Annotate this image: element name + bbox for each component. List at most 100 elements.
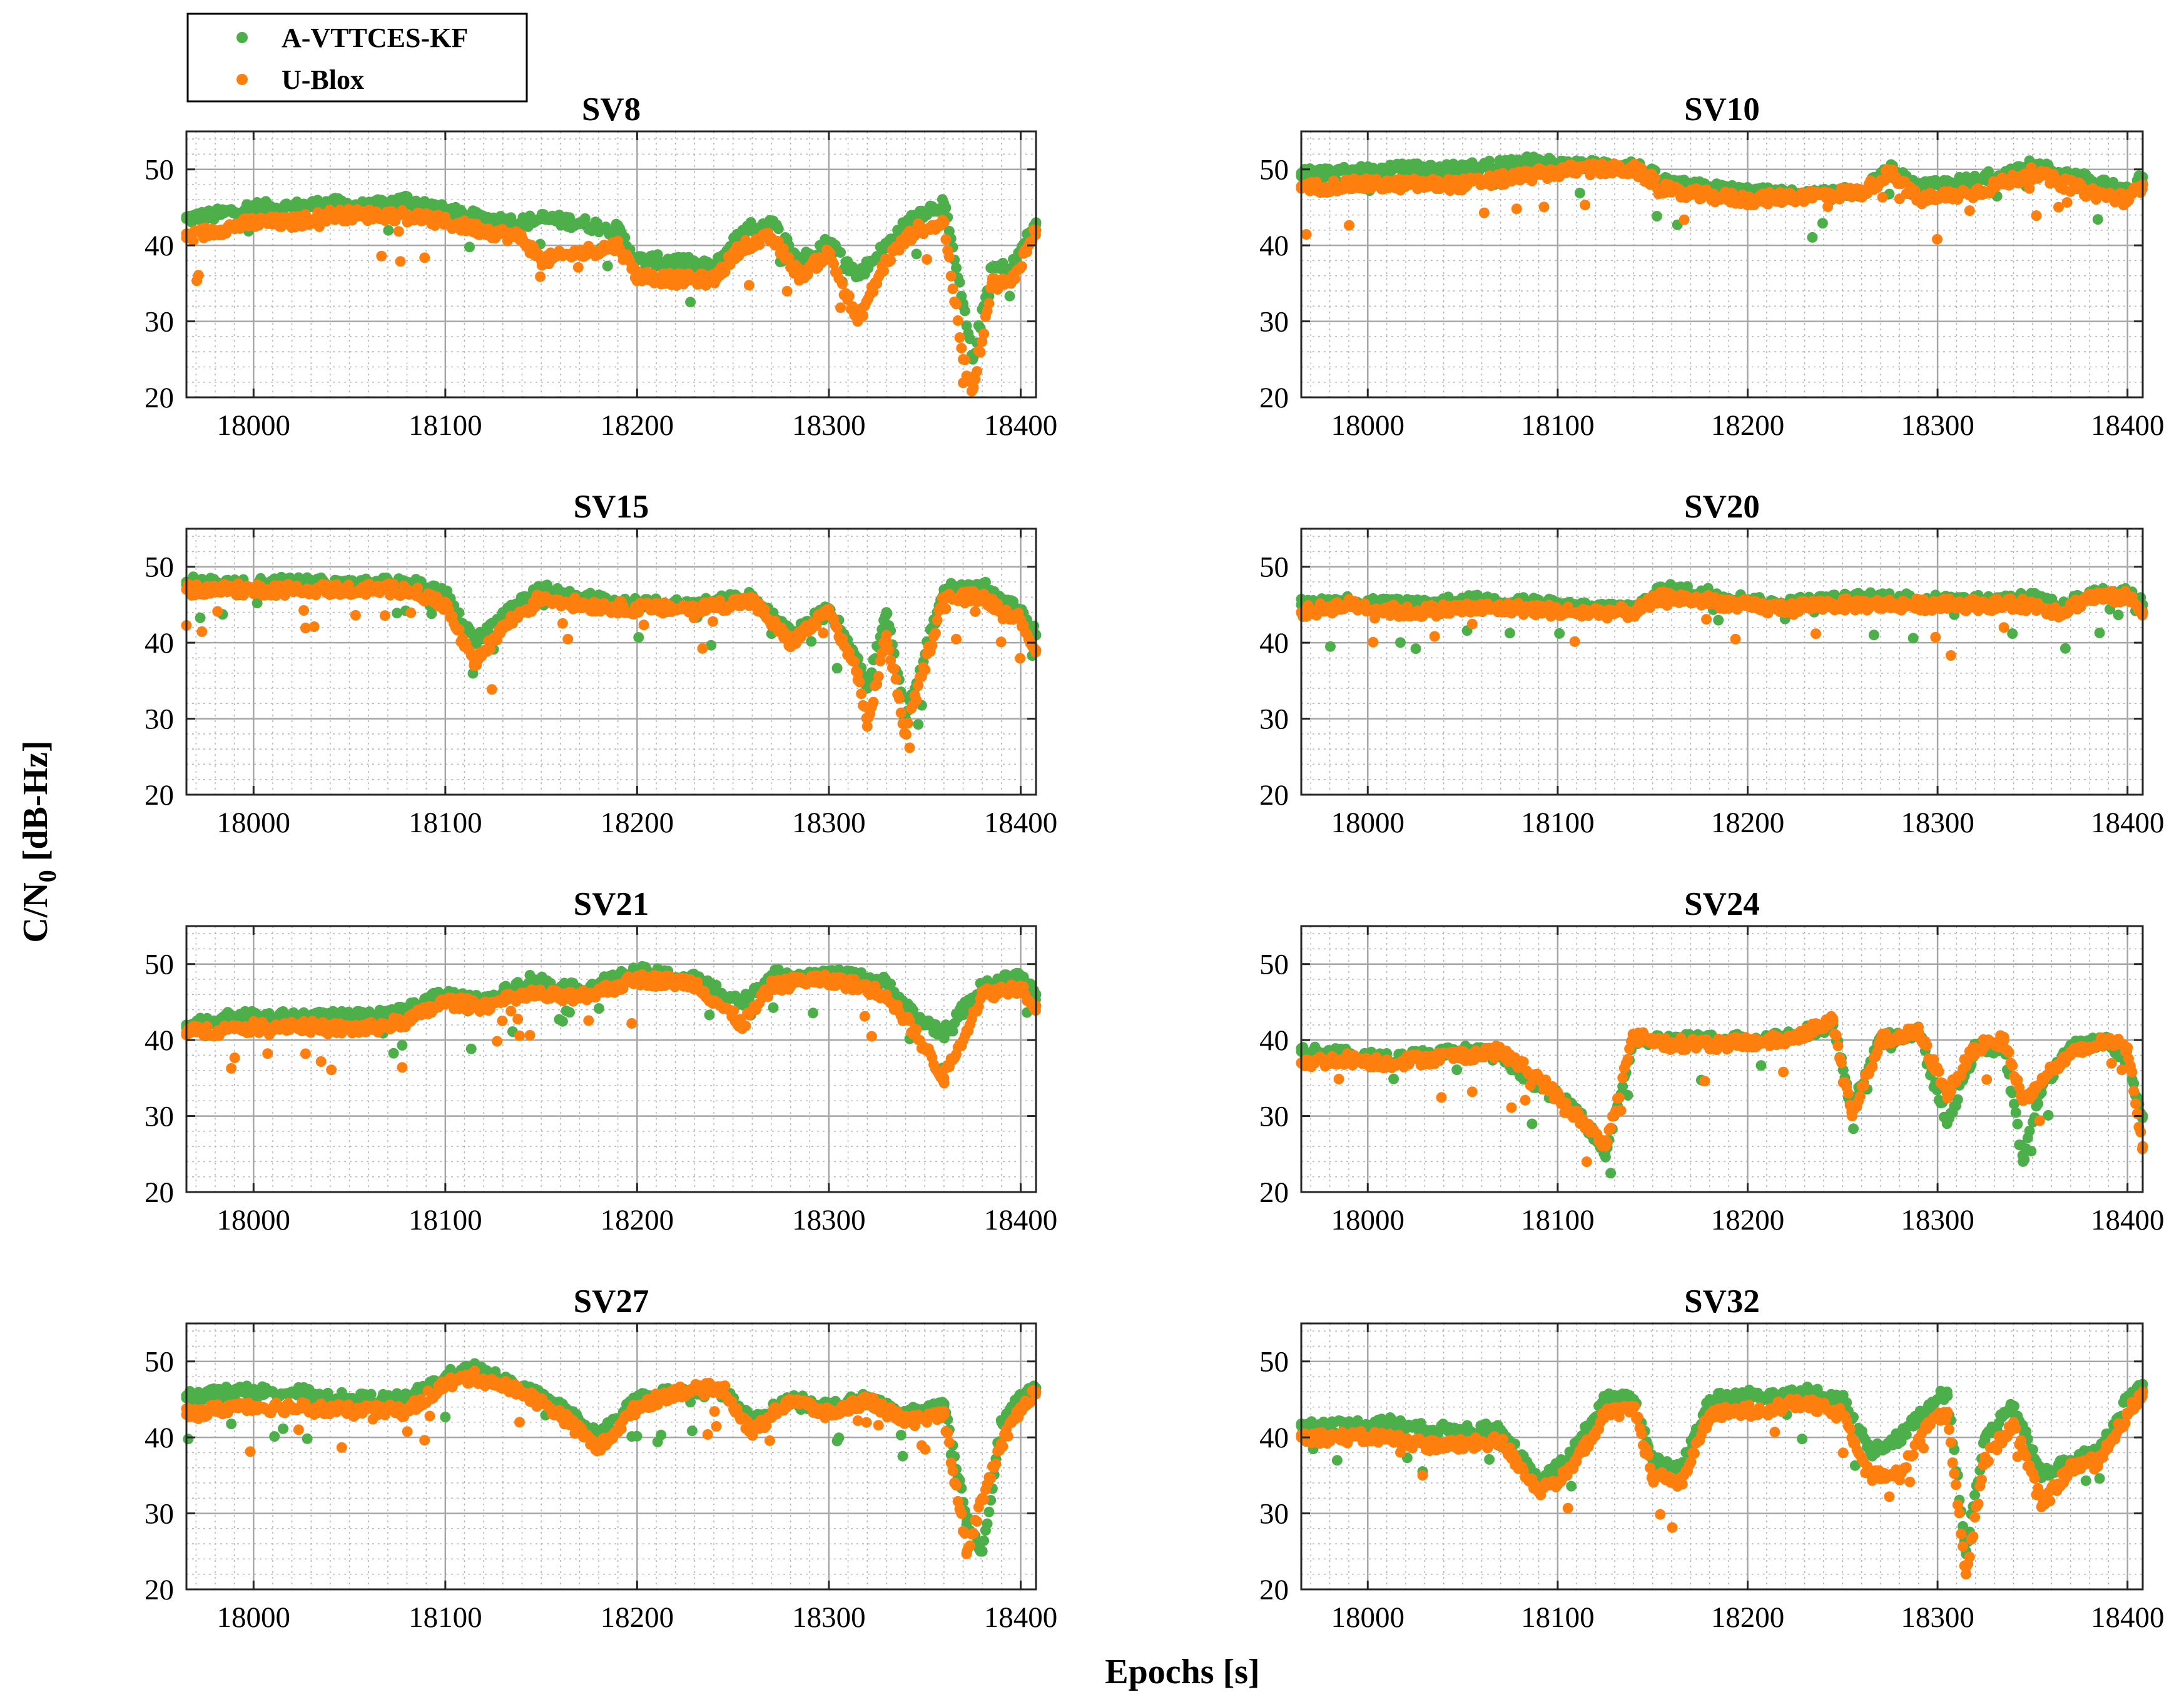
x-tick-label: 18000 <box>217 807 291 839</box>
data-point <box>2055 607 2066 618</box>
data-point <box>967 384 978 395</box>
data-point <box>911 248 922 260</box>
data-point <box>854 676 865 688</box>
data-point <box>768 1002 779 1013</box>
data-point <box>2113 609 2124 621</box>
data-point <box>2060 643 2071 654</box>
data-point <box>952 315 963 326</box>
data-point <box>1704 595 1715 606</box>
plot-area <box>1301 529 2143 795</box>
data-point <box>951 262 962 273</box>
y-tick-label: 30 <box>145 703 174 736</box>
data-point <box>536 255 547 266</box>
data-point <box>938 591 950 603</box>
data-point <box>419 252 430 263</box>
data-point <box>881 607 892 618</box>
data-point <box>904 742 915 753</box>
data-point <box>1657 591 1668 603</box>
data-point <box>1466 157 1478 168</box>
x-tick-label: 18400 <box>2091 807 2165 839</box>
data-point <box>743 280 754 291</box>
data-point <box>1514 171 1525 183</box>
data-point <box>1856 186 1867 198</box>
data-point <box>940 234 952 245</box>
y-tick-label: 40 <box>1259 627 1289 660</box>
data-point <box>562 633 574 645</box>
data-point <box>708 616 718 627</box>
data-point <box>1343 599 1354 610</box>
data-point <box>900 728 912 740</box>
data-point <box>1930 631 1941 643</box>
data-point <box>1395 637 1406 648</box>
data-point <box>1970 186 1981 198</box>
data-point <box>1015 614 1026 626</box>
data-point <box>927 640 938 651</box>
data-point <box>1932 599 1943 610</box>
data-point <box>1016 261 1027 272</box>
data-point <box>975 347 986 358</box>
data-point <box>287 217 298 228</box>
data-point <box>986 263 997 274</box>
data-point <box>1504 628 1515 639</box>
data-point <box>210 210 221 221</box>
data-point <box>612 225 624 236</box>
data-point <box>689 603 700 614</box>
data-point <box>572 262 584 273</box>
data-point <box>888 663 900 675</box>
data-point <box>893 693 905 704</box>
data-point <box>977 591 988 603</box>
data-point <box>344 584 355 595</box>
data-point <box>895 707 907 718</box>
data-point <box>1580 200 1591 211</box>
data-point <box>593 1003 604 1014</box>
data-point <box>913 719 924 730</box>
data-point <box>1811 628 1821 640</box>
x-tick-label: 18000 <box>1331 409 1405 442</box>
data-point <box>574 247 585 258</box>
data-point <box>1998 622 2009 633</box>
data-point <box>785 637 796 648</box>
data-point <box>1571 164 1582 175</box>
data-point <box>1571 607 1582 618</box>
x-tick-label: 18000 <box>217 409 291 442</box>
data-point <box>831 663 843 674</box>
data-point <box>1650 173 1661 183</box>
data-point <box>469 660 480 671</box>
data-point <box>638 619 649 631</box>
data-point <box>766 217 777 228</box>
data-point <box>1368 636 1379 648</box>
data-point <box>478 225 489 236</box>
data-point <box>1913 194 1924 205</box>
series-u-blox <box>181 203 1042 397</box>
data-point <box>836 278 848 290</box>
data-point <box>1004 290 1015 302</box>
data-point <box>746 595 758 606</box>
data-point <box>440 217 451 228</box>
x-tick-label: 18200 <box>1711 409 1785 442</box>
data-point <box>193 270 204 281</box>
data-point <box>954 277 965 288</box>
data-point <box>2027 168 2038 179</box>
x-tick-label: 18300 <box>1901 409 1974 442</box>
data-point <box>1538 201 1550 213</box>
data-point <box>376 250 387 262</box>
data-point <box>835 302 846 313</box>
data-point <box>1742 194 1753 205</box>
data-point <box>393 226 404 237</box>
data-point <box>970 606 981 617</box>
panel-title: SV15 <box>574 489 649 525</box>
data-point <box>831 623 843 634</box>
data-point <box>212 606 223 617</box>
data-point <box>402 210 413 221</box>
data-point <box>1945 650 1956 661</box>
y-tick-label: 20 <box>1259 382 1289 414</box>
data-point <box>806 636 817 647</box>
data-point <box>1400 179 1411 190</box>
x-tick-label: 18200 <box>601 807 674 839</box>
data-point <box>2122 194 2133 205</box>
y-tick-label: 20 <box>145 382 174 414</box>
data-point <box>1701 614 1712 625</box>
data-point <box>697 643 708 654</box>
x-tick-label: 18100 <box>409 807 482 839</box>
